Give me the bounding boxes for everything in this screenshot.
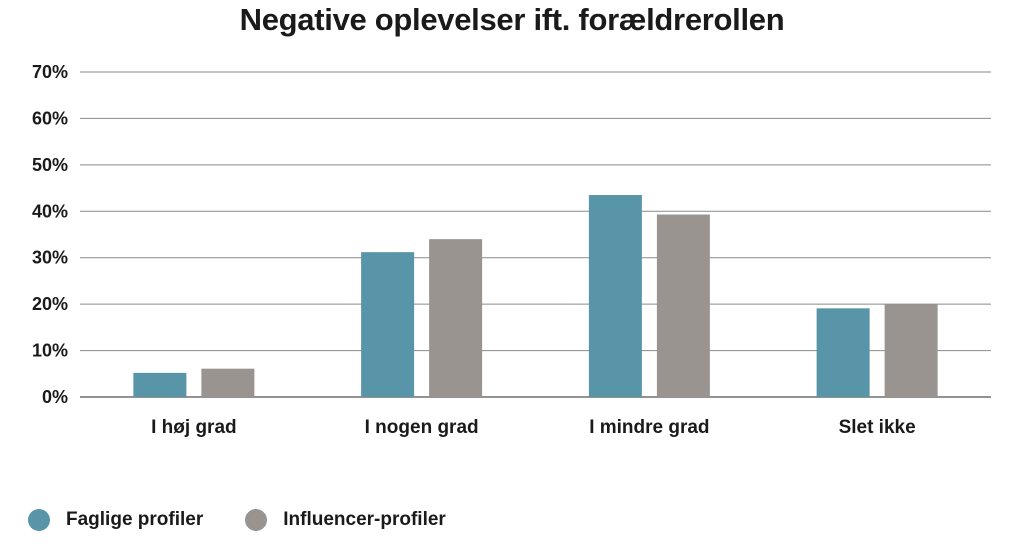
legend-item-influencer: Influencer-profiler [245,509,446,531]
y-tick-label: 30% [32,248,68,268]
y-tick-label: 10% [32,341,68,361]
bar [588,195,642,397]
bar [429,239,483,397]
legend-item-faglige: Faglige profiler [28,509,203,531]
bar [656,214,710,397]
x-tick-label: I mindre grad [589,417,709,438]
x-tick-label: Slet ikke [839,417,916,438]
y-tick-label: 40% [32,201,68,221]
legend-label-influencer: Influencer-profiler [283,509,446,530]
legend-swatch-faglige [28,509,50,531]
chart-title: Negative oplevelser ift. forældrerollen [239,2,785,37]
bar [133,372,187,397]
bar [361,252,415,397]
bar [816,308,870,397]
bar [884,304,938,397]
x-tick-label: I høj grad [151,417,237,438]
y-tick-label: 20% [32,294,68,314]
legend-label-faglige: Faglige profiler [66,509,204,530]
y-tick-label: 60% [32,108,68,128]
legend: Faglige profiler Influencer-profiler [28,509,488,531]
x-tick-label: I nogen grad [365,417,479,438]
y-tick-label: 0% [42,387,68,407]
y-tick-label: 70% [32,62,68,82]
y-tick-label: 50% [32,155,68,175]
legend-swatch-influencer [245,509,268,531]
bar [201,368,255,397]
